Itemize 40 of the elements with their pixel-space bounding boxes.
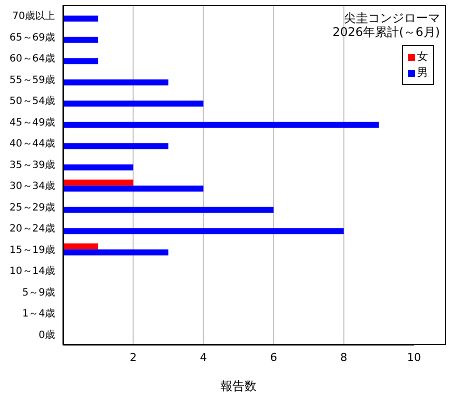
- bar: [63, 122, 379, 128]
- bar: [63, 206, 274, 213]
- bar: [63, 186, 204, 192]
- text: 2026年累計(～6月): [332, 25, 440, 39]
- bar: [63, 100, 204, 107]
- legend-label: 女: [417, 49, 428, 65]
- y-tick-label: 25～29歳: [10, 201, 55, 214]
- x-axis-title: 報告数: [220, 379, 256, 393]
- bar: [63, 143, 168, 150]
- text: 尖圭コンジローマ: [343, 11, 440, 25]
- x-tick-label: 10: [407, 350, 421, 364]
- y-tick-label: 30～34歳: [10, 180, 55, 192]
- x-tick-label: 8: [340, 350, 348, 364]
- bar: [63, 228, 344, 234]
- bar: [63, 36, 98, 43]
- y-tick-label: 10～14歳: [10, 265, 55, 278]
- y-tick-label: 70歳以上: [12, 10, 55, 22]
- y-tick-label: 35～39歳: [10, 158, 55, 171]
- y-tick-label: 50～54歳: [10, 95, 55, 108]
- x-tick-label: 2: [130, 350, 137, 364]
- bar: [63, 164, 134, 170]
- y-tick-label: 45～49歳: [10, 116, 55, 128]
- bar: [63, 79, 168, 86]
- y-tick-label: 40～44歳: [10, 138, 55, 150]
- y-tick-label: 0歳: [38, 328, 55, 341]
- bar: [63, 16, 98, 22]
- y-tick-label: 60～64歳: [10, 52, 55, 65]
- y-tick-label: 15～19歳: [10, 244, 55, 256]
- legend-label: 男: [417, 65, 428, 81]
- x-tick-label: 6: [270, 350, 278, 364]
- bar: [63, 243, 98, 250]
- y-tick-label: 55～59歳: [10, 74, 55, 86]
- bar: [63, 180, 134, 186]
- bar: [63, 249, 168, 256]
- bar: [63, 58, 98, 64]
- y-tick-label: 1～4歳: [22, 308, 55, 320]
- x-tick-label: 4: [200, 350, 207, 364]
- y-tick-label: 20～24歳: [10, 222, 55, 235]
- y-tick-label: 5～9歳: [22, 286, 55, 298]
- y-tick-label: 65～69歳: [10, 31, 55, 44]
